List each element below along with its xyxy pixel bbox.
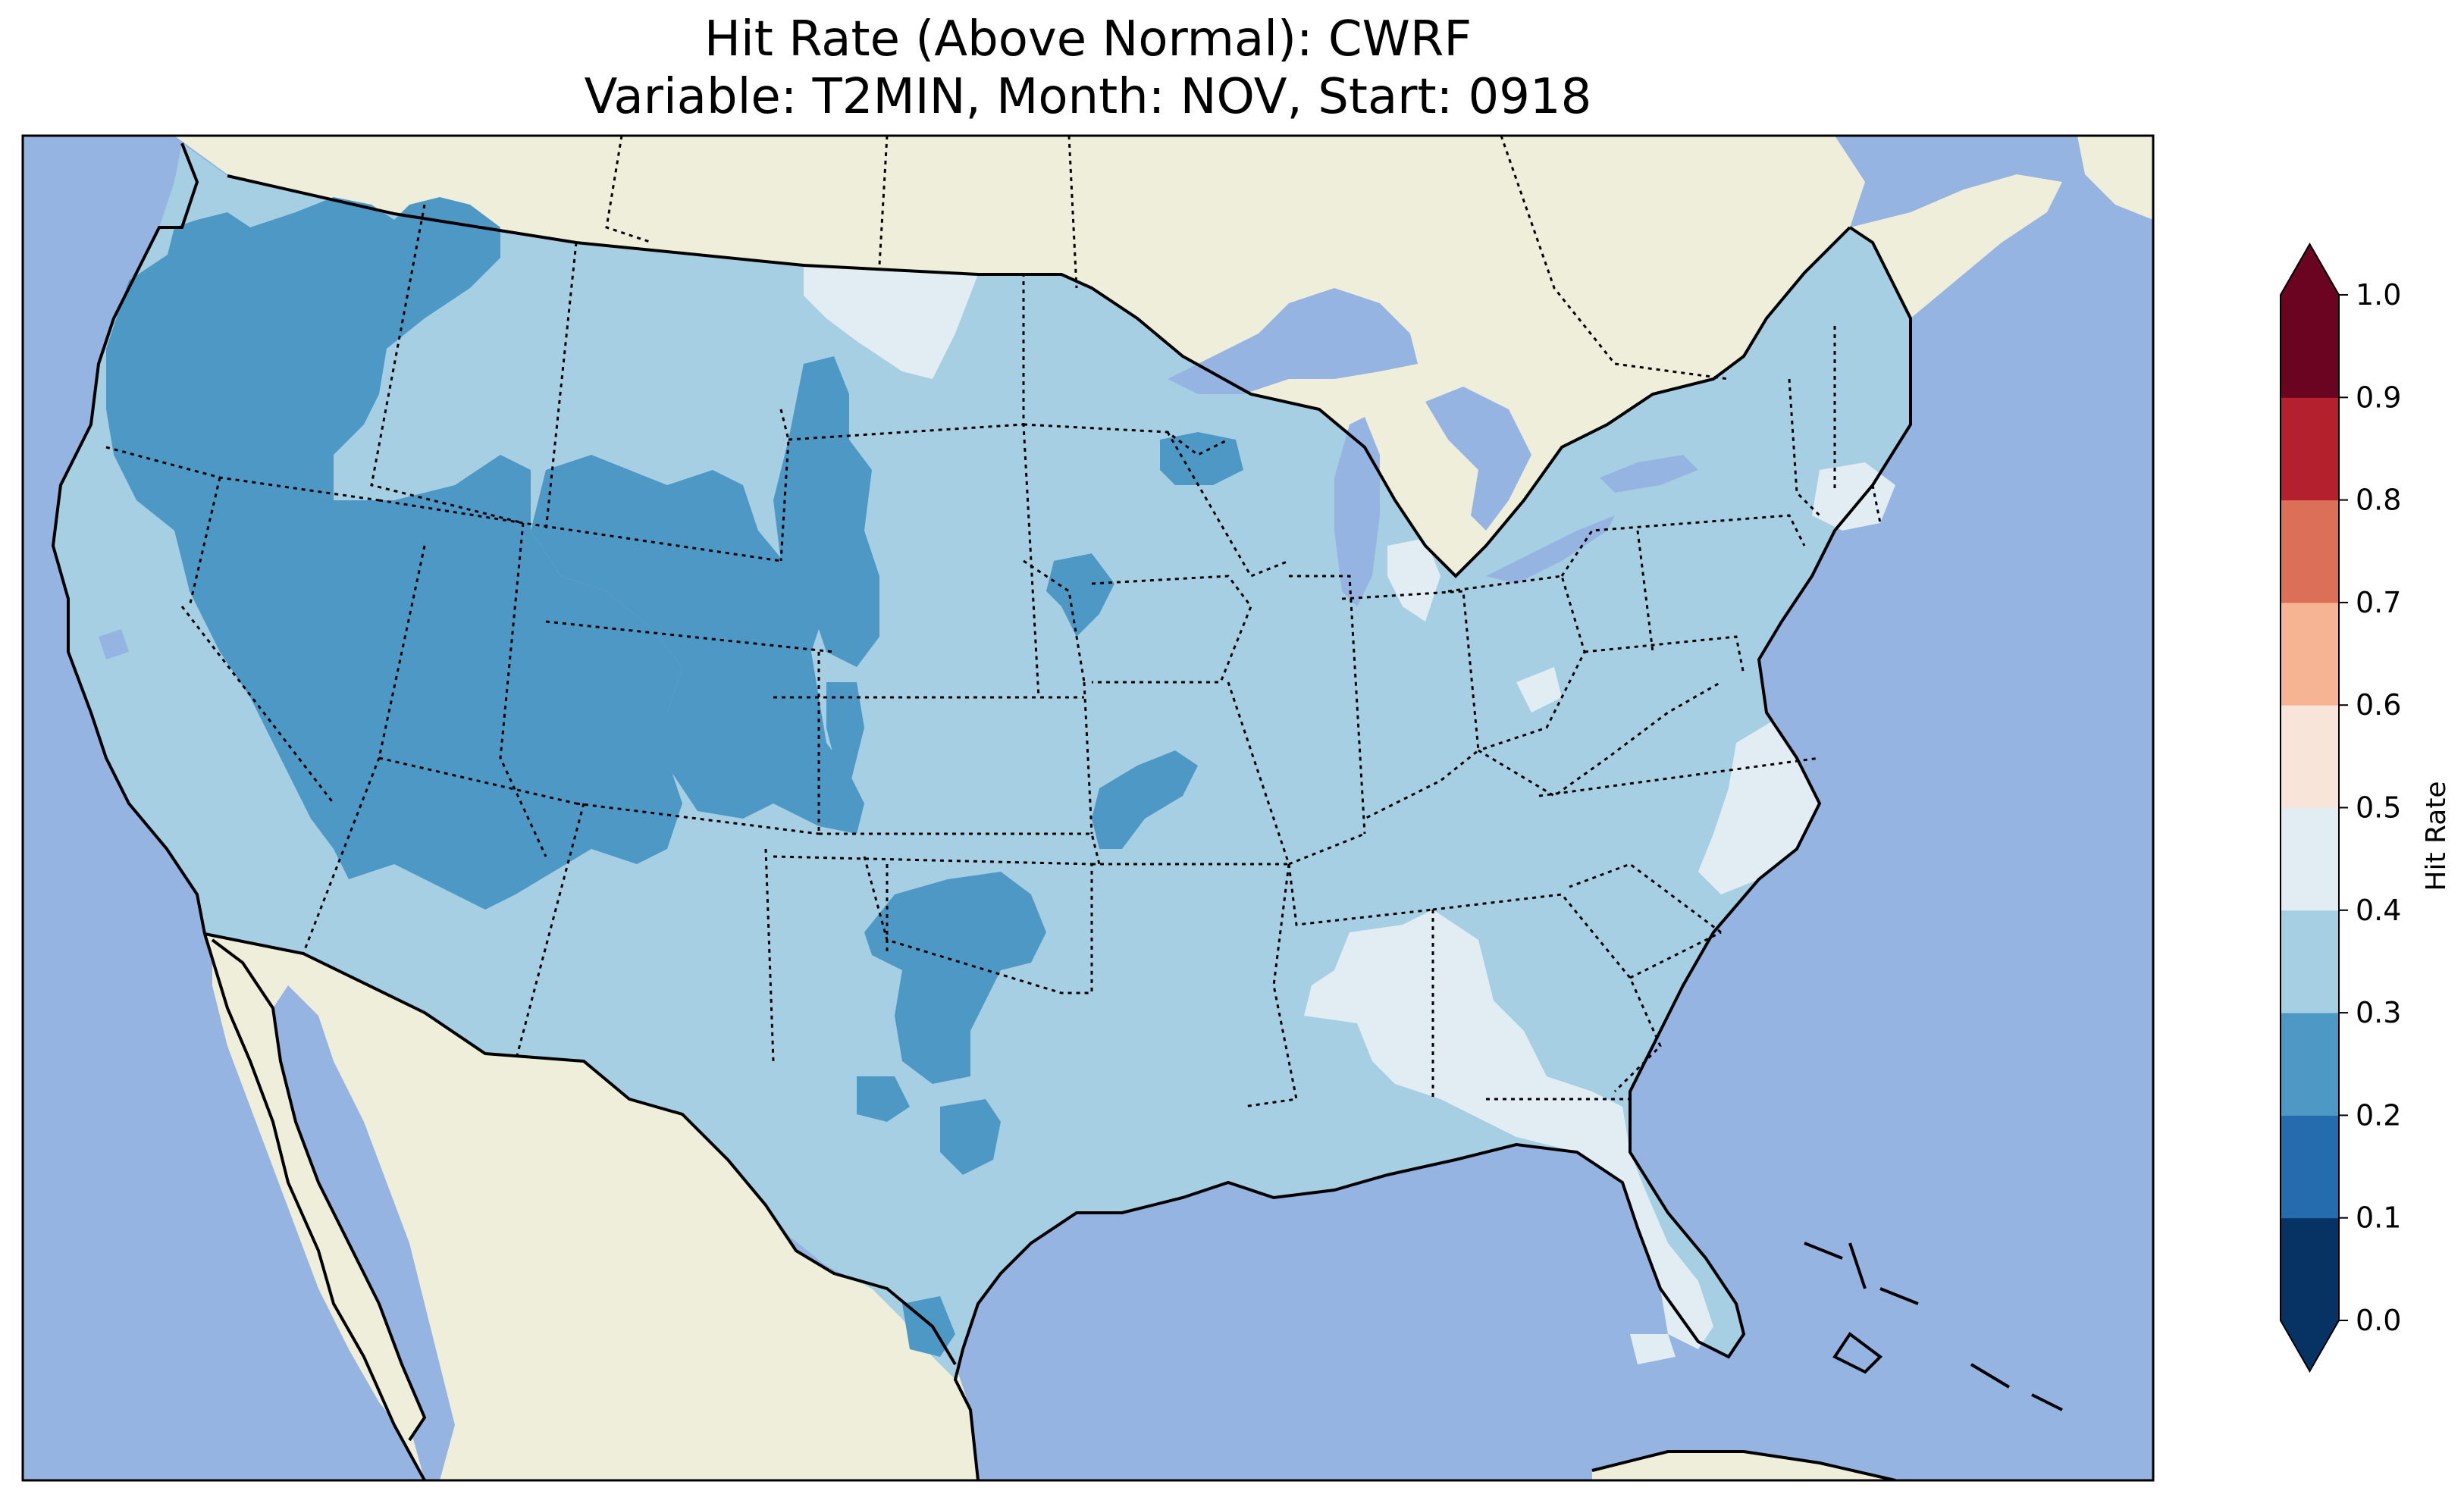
colorbar-bin-9 (2281, 295, 2339, 398)
baja-land (212, 940, 425, 1440)
newfoundland-land (2077, 136, 2153, 220)
region-oklahoma-west-texas (864, 872, 1046, 1084)
region-maine-coast (1630, 1334, 1676, 1364)
canada-land (174, 136, 1865, 576)
region-south-texas (940, 1099, 1001, 1175)
colorbar-tick-label: 0.4 (2356, 894, 2401, 927)
cuba-land (1592, 1452, 1895, 1480)
colorbar-bin-0 (2281, 1217, 2339, 1321)
gulf-of-california (273, 985, 455, 1480)
lake-ontario (1600, 455, 1698, 493)
lake-erie (1486, 515, 1615, 584)
region-wisconsin (1160, 432, 1243, 485)
colorbar-tick-label: 1.0 (2356, 278, 2401, 312)
colorbar-tick-label: 0.6 (2356, 688, 2401, 722)
colorbar-tick-label: 0.0 (2356, 1304, 2401, 1337)
region-coastal-carolinas (1698, 720, 1820, 894)
colorbar-bin-7 (2281, 500, 2339, 603)
region-kentucky-east (1516, 667, 1562, 713)
region-southeast (1304, 910, 1713, 1349)
colorbar-extend-min (2281, 1320, 2339, 1371)
colorbar-tick-label: 0.7 (2356, 586, 2401, 619)
state-borders (105, 136, 1882, 1108)
colorbar-tick-label: 0.1 (2356, 1201, 2401, 1235)
chart-title-line-1: Hit Rate (Above Normal): CWRF (704, 11, 1472, 67)
region-indiana-north (1387, 538, 1440, 622)
colorbar-bin-3 (2281, 910, 2339, 1013)
region-oregon-cascades (167, 220, 205, 265)
map-frame (21, 134, 2155, 1482)
colorbar-tick-label: 0.2 (2356, 1098, 2401, 1132)
great-salt-lake (99, 629, 129, 659)
colorbar-tick-label: 0.8 (2356, 484, 2401, 517)
colorbar-extend-max (2281, 244, 2339, 295)
colorbar-bin-1 (2281, 1115, 2339, 1219)
colorbar-tick-label: 0.5 (2356, 791, 2401, 825)
colorbar-bin-2 (2281, 1013, 2339, 1116)
region-colorado-fringe (826, 682, 864, 788)
colorbar-bin-8 (2281, 397, 2339, 501)
region-texas-panhandle-south (857, 1076, 910, 1122)
region-iowa (1046, 553, 1114, 637)
region-pacific-northwest-great-basin (106, 197, 682, 910)
lake-michigan (1334, 417, 1380, 606)
region-north-dakota-border (804, 265, 978, 379)
colorbar-label: Hit Rate (2421, 781, 2452, 891)
colorbar-bin-4 (2281, 807, 2339, 911)
colorbar-tick-label: 0.9 (2356, 381, 2401, 414)
coastlines (51, 143, 2063, 1480)
lake-superior (1168, 288, 1418, 394)
region-western-high-plains (773, 356, 879, 667)
region-missouri (1092, 750, 1198, 849)
colorbar-tick-label: 0.3 (2356, 996, 2401, 1029)
colorbar-bin-5 (2281, 705, 2339, 808)
lake-huron (1425, 387, 1531, 531)
chart-title-line-2: Variable: T2MIN, Month: NOV, Start: 0918 (584, 69, 1592, 125)
region-central-rockies (531, 455, 864, 834)
colorbar-bin-6 (2281, 602, 2339, 706)
